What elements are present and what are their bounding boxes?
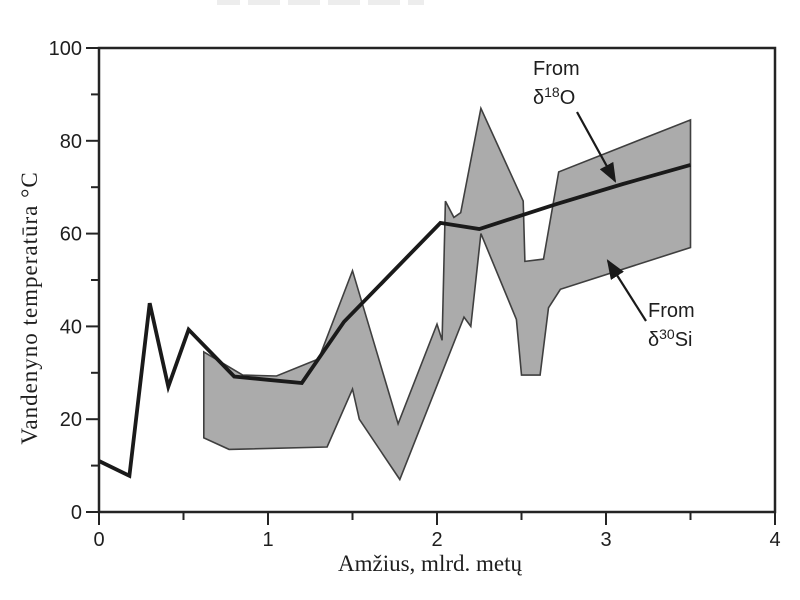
artifact-block	[248, 0, 280, 5]
artifact-block	[328, 0, 360, 5]
annotation-text-from-delta-30-Si: From	[648, 300, 695, 322]
x-axis-title: Amžius, mlrd. metų	[338, 551, 522, 576]
annotation-text-from-delta-18-O: From	[533, 58, 580, 80]
y-axis-title: Vandenyno temperatūra °C	[17, 171, 42, 445]
artifact-block	[217, 0, 240, 5]
annotation-text-from-delta-30-Si: δ30Si	[648, 326, 693, 351]
annotation-arrow-from-delta-18-O	[576, 111, 617, 183]
artifact-block	[288, 0, 320, 5]
artifact-block	[368, 0, 400, 5]
x-tick-label: 4	[769, 529, 780, 551]
y-tick-label: 60	[60, 224, 82, 246]
x-tick-label: 0	[93, 529, 104, 551]
y-tick-label: 0	[71, 502, 82, 524]
x-tick-label: 3	[600, 529, 611, 551]
x-tick-label: 1	[262, 529, 273, 551]
y-tick-label: 40	[60, 316, 82, 338]
temperature-line-d18O	[98, 163, 692, 479]
y-tick-label: 100	[49, 38, 82, 60]
annotation-arrow-from-delta-30-Si	[606, 259, 647, 322]
y-tick-label: 20	[60, 409, 82, 431]
uncertainty-band-d30Si	[203, 105, 692, 482]
artifact-block	[408, 0, 424, 5]
plot-border	[97, 46, 777, 514]
x-tick-label: 2	[431, 529, 442, 551]
annotation-text-from-delta-18-O: δ18O	[533, 84, 575, 109]
y-tick-label: 80	[60, 131, 82, 153]
